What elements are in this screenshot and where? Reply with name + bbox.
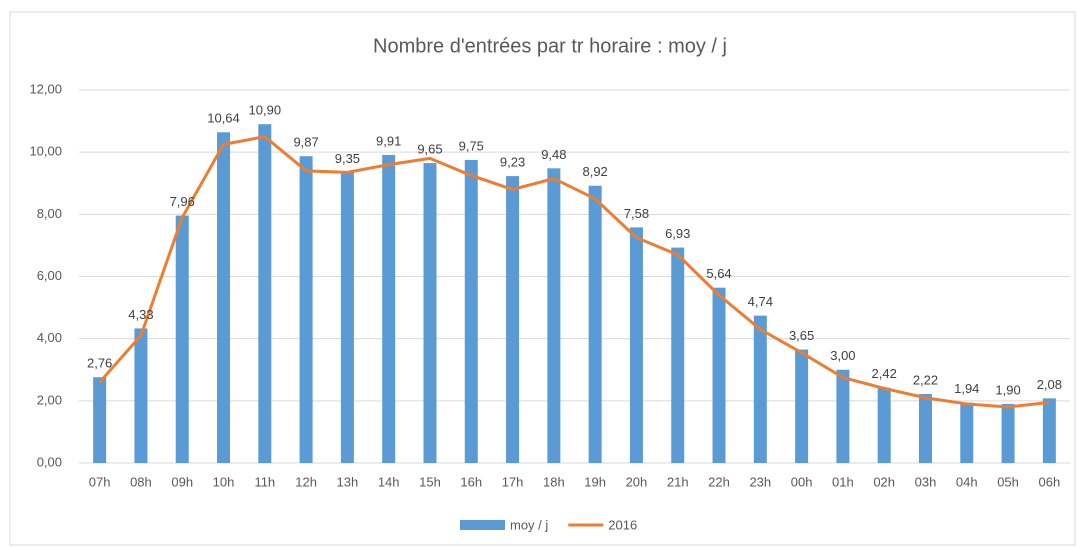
value-label: 9,48 xyxy=(541,147,566,162)
value-label: 6,93 xyxy=(665,226,690,241)
y-tick-label: 8,00 xyxy=(37,206,62,221)
bar xyxy=(134,328,148,463)
value-label: 2,76 xyxy=(87,356,112,371)
value-label: 8,92 xyxy=(582,164,607,179)
x-tick-label: 11h xyxy=(254,474,275,489)
bar xyxy=(423,163,437,463)
value-label: 9,35 xyxy=(335,151,360,166)
x-tick-label: 19h xyxy=(584,474,606,489)
value-label: 9,23 xyxy=(500,155,525,170)
x-tick-label: 06h xyxy=(1039,474,1061,489)
x-tick-label: 03h xyxy=(915,474,937,489)
x-tick-label: 23h xyxy=(749,474,771,489)
bar xyxy=(753,315,767,463)
x-tick-label: 09h xyxy=(171,474,193,489)
value-label: 1,94 xyxy=(954,381,979,396)
line xyxy=(98,135,1050,409)
value-label: 2,42 xyxy=(872,366,897,381)
bar xyxy=(836,369,850,463)
x-tick-label: 10h xyxy=(213,474,235,489)
value-label: 2,22 xyxy=(913,372,938,387)
x-tick-label: 13h xyxy=(337,474,359,489)
value-label: 9,91 xyxy=(376,133,401,148)
x-tick-label: 00h xyxy=(791,474,813,489)
value-label: 9,87 xyxy=(293,135,318,150)
x-tick-label: 21h xyxy=(667,474,689,489)
value-label: 7,58 xyxy=(624,206,649,221)
bar xyxy=(382,154,396,463)
y-tick-label: 4,00 xyxy=(37,330,62,345)
bar xyxy=(217,132,231,464)
legend-label: moy / j xyxy=(510,517,548,532)
x-tick-label: 04h xyxy=(956,474,978,489)
bar xyxy=(299,156,313,463)
bar xyxy=(877,387,891,463)
value-label: 7,96 xyxy=(170,194,195,209)
x-tick-label: 12h xyxy=(295,474,317,489)
x-tick-label: 07h xyxy=(89,474,111,489)
bar xyxy=(258,124,272,464)
bar xyxy=(795,349,809,463)
x-tick-label: 20h xyxy=(626,474,648,489)
chart-title: Nombre d'entrées par tr horaire : moy / … xyxy=(373,35,727,57)
value-label: 4,33 xyxy=(128,307,153,322)
chart-frame xyxy=(9,11,1076,546)
legend-label: 2016 xyxy=(608,517,637,532)
bar xyxy=(547,168,561,463)
bar xyxy=(175,215,189,463)
value-label: 10,64 xyxy=(207,111,240,126)
value-label: 2,08 xyxy=(1037,377,1062,392)
y-tick-label: 12,00 xyxy=(29,81,62,96)
bar xyxy=(629,227,643,463)
legend-swatch xyxy=(460,520,505,530)
bar xyxy=(464,159,478,463)
value-label: 10,90 xyxy=(249,103,282,118)
bar xyxy=(506,176,520,463)
bar xyxy=(712,287,726,463)
bar xyxy=(588,185,602,463)
x-tick-label: 18h xyxy=(543,474,565,489)
x-tick-label: 22h xyxy=(708,474,730,489)
y-tick-label: 10,00 xyxy=(29,144,62,159)
bar xyxy=(93,377,107,463)
bar xyxy=(960,402,974,463)
value-label: 3,00 xyxy=(830,348,855,363)
y-tick-label: 6,00 xyxy=(37,268,62,283)
x-tick-label: 15h xyxy=(419,474,441,489)
y-tick-label: 2,00 xyxy=(37,392,62,407)
bar xyxy=(1001,403,1015,463)
x-tick-label: 02h xyxy=(873,474,895,489)
value-label: 5,64 xyxy=(706,266,731,281)
x-tick-label: 16h xyxy=(460,474,482,489)
value-label: 9,75 xyxy=(459,138,484,153)
bar xyxy=(918,393,932,463)
x-tick-label: 05h xyxy=(997,474,1019,489)
value-label: 3,65 xyxy=(789,328,814,343)
x-tick-label: 01h xyxy=(832,474,854,489)
value-label: 4,74 xyxy=(748,294,773,309)
bar xyxy=(671,247,685,463)
value-label: 9,65 xyxy=(417,141,442,156)
bar xyxy=(1042,398,1056,463)
y-tick-label: 0,00 xyxy=(37,454,62,469)
value-label: 1,90 xyxy=(995,382,1020,397)
x-tick-label: 17h xyxy=(502,474,524,489)
x-tick-label: 08h xyxy=(130,474,152,489)
bar xyxy=(340,172,354,463)
x-tick-label: 14h xyxy=(378,474,400,489)
